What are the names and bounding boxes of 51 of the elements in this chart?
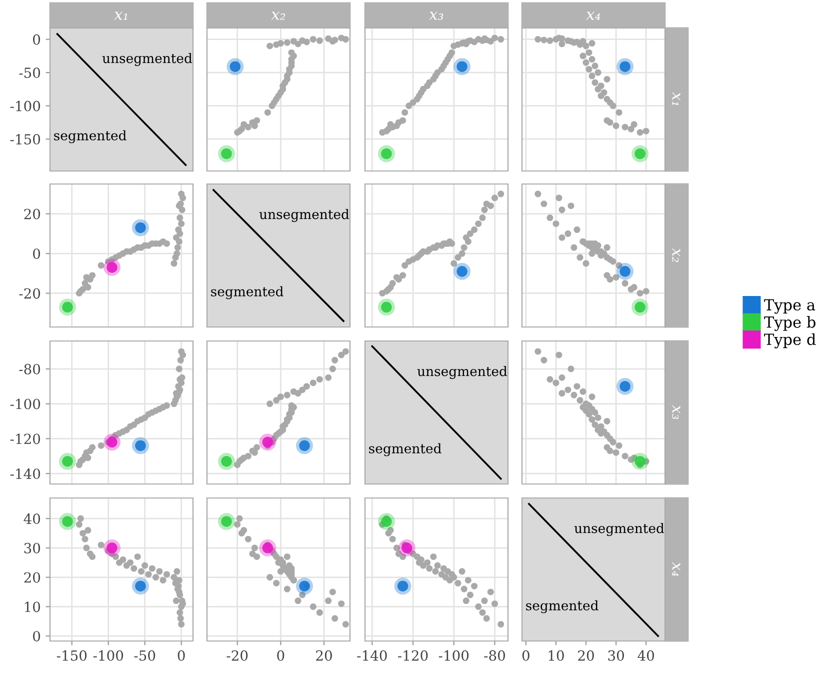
- y-tick-label: -120: [10, 434, 40, 444]
- x-tick-label: 0: [178, 650, 185, 661]
- annotation: segmented: [526, 600, 598, 614]
- legend-label: Type d: [764, 333, 816, 348]
- chart-title: x₁: [114, 12, 128, 20]
- annotation: unsegmented: [259, 208, 350, 222]
- annotation: segmented: [211, 286, 284, 300]
- y-tick-label: 30: [24, 542, 40, 554]
- annotation: segmented: [369, 443, 442, 456]
- y2-axis-title: x₃: [672, 405, 680, 420]
- x-tick-label: 20: [578, 650, 594, 661]
- x-tick-label: 0: [277, 650, 284, 661]
- x-tick-label: -50: [134, 650, 156, 661]
- y-tick-label: 20: [24, 572, 40, 583]
- x-tick-label: -150: [56, 650, 87, 661]
- x-tick-label: -100: [93, 650, 124, 661]
- y-tick-label: -140: [10, 468, 40, 480]
- x-tick-label: 10: [548, 650, 564, 661]
- y-tick-label: 0: [33, 630, 40, 642]
- y-tick-label: 0: [33, 34, 40, 45]
- annotation: unsegmented: [574, 522, 664, 536]
- legend-label: Type b: [764, 316, 816, 332]
- y-tick-label: -100: [10, 398, 40, 410]
- chart-title: x₂: [271, 12, 286, 20]
- y-tick-label: 0: [33, 248, 40, 259]
- chart-title: x₄: [586, 12, 600, 20]
- y-tick-label: -100: [10, 100, 40, 112]
- legend-label: Type a: [764, 299, 816, 314]
- x-tick-label: -140: [357, 650, 387, 661]
- x-tick-label: -100: [438, 650, 469, 661]
- y2-axis-title: x₂: [672, 248, 680, 262]
- y-tick-label: 10: [24, 602, 40, 612]
- x-tick-label: 40: [638, 650, 654, 661]
- y-tick-label: -50: [19, 68, 40, 78]
- annotation: unsegmented: [417, 366, 508, 379]
- y2-axis-title: x₁: [672, 92, 680, 106]
- x-tick-label: -120: [398, 650, 428, 661]
- annotation: unsegmented: [102, 52, 192, 66]
- y2-axis-title: x₄: [672, 562, 680, 576]
- x-tick-label: 0: [522, 650, 530, 661]
- y-tick-label: -150: [10, 134, 40, 145]
- annotation: segmented: [54, 130, 126, 144]
- x-tick-label: -20: [226, 650, 248, 661]
- x-tick-label: -80: [484, 650, 505, 661]
- y-tick-label: 20: [24, 208, 40, 220]
- chart-title: x₃: [429, 12, 444, 20]
- x-tick-label: 20: [316, 650, 332, 661]
- y-tick-label: -80: [19, 364, 40, 374]
- x-tick-label: 30: [608, 650, 624, 661]
- y-tick-label: 40: [24, 514, 40, 524]
- y-tick-label: -20: [19, 288, 40, 299]
